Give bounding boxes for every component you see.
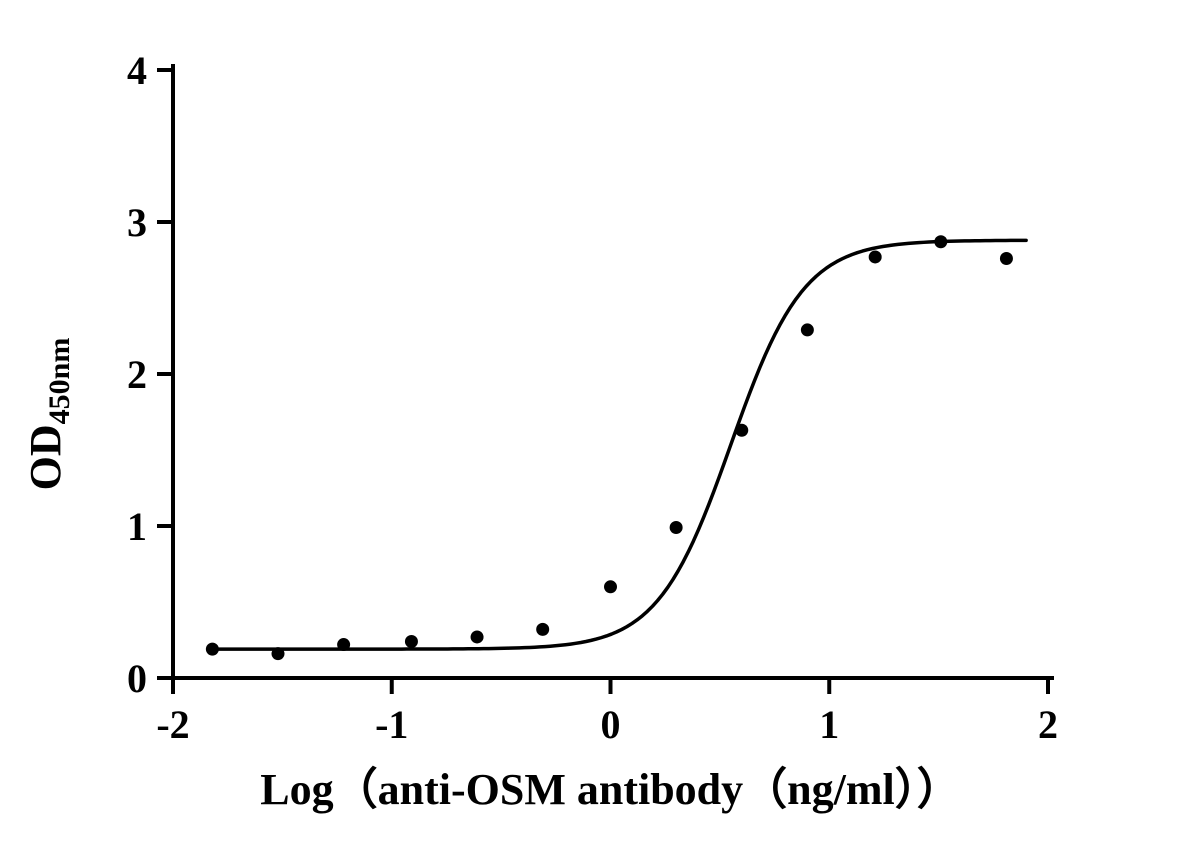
data-point xyxy=(405,635,418,648)
data-point xyxy=(869,250,882,263)
x-tick-label: -1 xyxy=(375,702,408,747)
y-tick-label: 1 xyxy=(127,504,147,549)
data-point xyxy=(670,521,683,534)
data-point xyxy=(934,235,947,248)
y-tick-label: 3 xyxy=(127,200,147,245)
data-point xyxy=(272,647,285,660)
chart-svg: -2-101201234OD450nmLog（anti-OSM antibody… xyxy=(0,0,1194,863)
data-point xyxy=(471,630,484,643)
dose-response-chart: -2-101201234OD450nmLog（anti-OSM antibody… xyxy=(0,0,1194,863)
x-tick-label: -2 xyxy=(156,702,189,747)
x-tick-label: 1 xyxy=(819,702,839,747)
x-tick-label: 0 xyxy=(601,702,621,747)
data-point xyxy=(735,424,748,437)
y-tick-label: 0 xyxy=(127,656,147,701)
data-point xyxy=(536,623,549,636)
data-point xyxy=(206,643,219,656)
y-tick-label: 4 xyxy=(127,48,147,93)
x-axis-title: Log（anti-OSM antibody（ng/ml）） xyxy=(260,765,960,814)
data-point xyxy=(801,323,814,336)
y-tick-label: 2 xyxy=(127,352,147,397)
x-tick-label: 2 xyxy=(1038,702,1058,747)
data-point xyxy=(337,638,350,651)
data-point xyxy=(604,580,617,593)
data-point xyxy=(1000,252,1013,265)
